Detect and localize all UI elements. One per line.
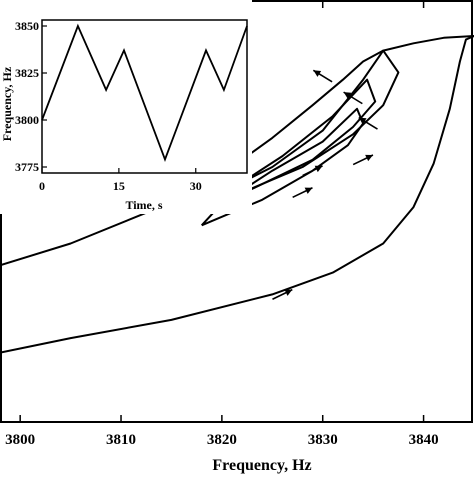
inset-x-tick-label: 15: [113, 179, 125, 193]
main-x-tick-label: 3810: [106, 432, 136, 448]
inset-x-axis-label: Time, s: [125, 198, 162, 212]
inset-y-tick-label: 3800: [15, 113, 39, 127]
main-x-tick-label: 3820: [207, 432, 237, 448]
direction-arrow-right: [272, 288, 293, 300]
inset-y-axis-label: Frequency, Hz: [0, 66, 14, 141]
main-x-tick-label: 3800: [5, 432, 35, 448]
main-x-tick-label: 3840: [409, 432, 439, 448]
direction-arrow-left: [312, 69, 333, 83]
main-series-loop-1: [181, 49, 400, 212]
main-series-outer-upper-sweep: [0, 35, 474, 267]
direction-arrow-right: [352, 154, 374, 166]
inset-y-tick-label: 3775: [15, 160, 39, 174]
main-x-tick-label: 3830: [308, 432, 338, 448]
inset-frame: [41, 19, 248, 174]
inset-y-tick-label: 3825: [15, 66, 39, 80]
direction-arrow-left: [343, 91, 363, 105]
direction-arrow-left: [358, 116, 378, 130]
main-series-outer-lower-sweep: [0, 35, 474, 354]
inset-y-tick-label: 3850: [15, 19, 39, 33]
direction-arrow-right: [292, 187, 313, 199]
direction-arrow-right: [302, 165, 323, 177]
main-series-loop-2: [191, 78, 377, 212]
inset-x-tick-label: 30: [190, 179, 202, 193]
inset-frequency-series: [41, 23, 248, 163]
main-x-axis-label: Frequency, Hz: [212, 457, 311, 474]
inset-plot: 0 15 30 3775 3800 3825 3850: [0, 0, 252, 214]
inset-x-tick-label: 0: [39, 179, 45, 193]
